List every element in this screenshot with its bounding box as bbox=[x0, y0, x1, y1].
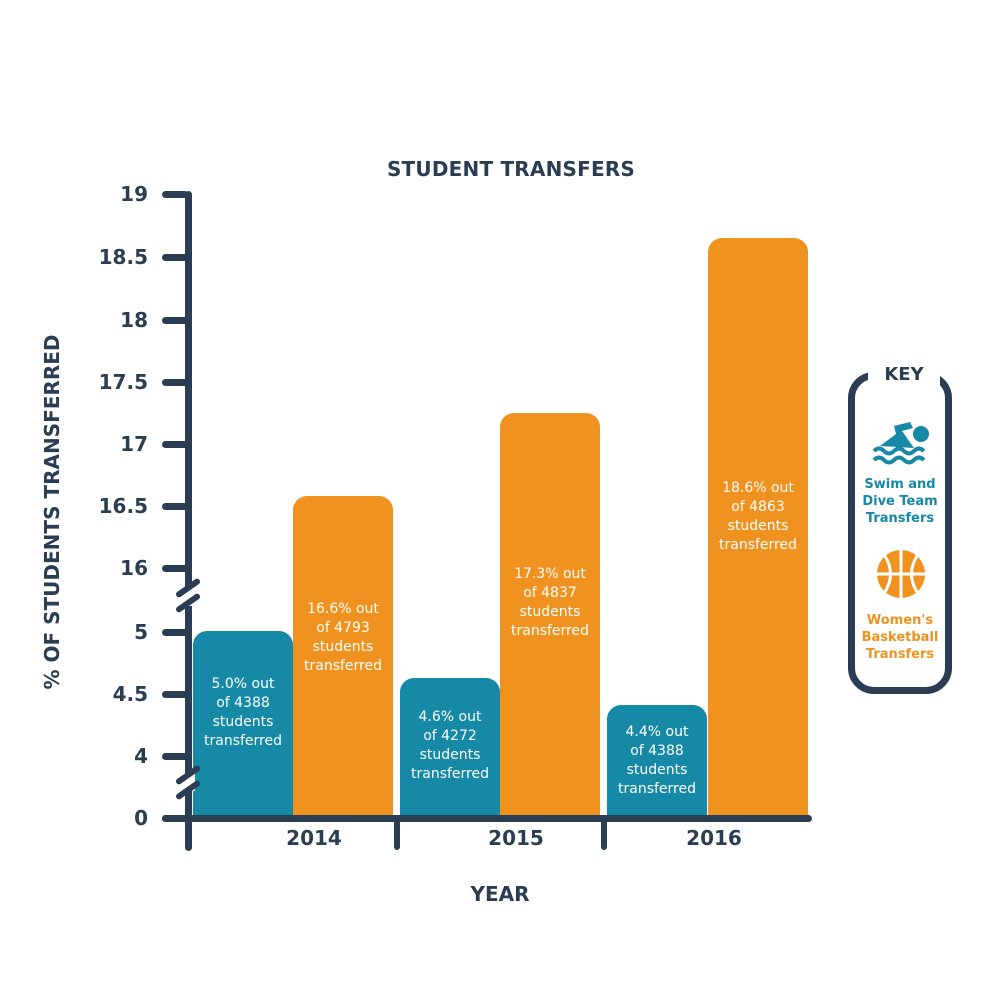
bar-label-line: transferred bbox=[511, 623, 589, 639]
x-tick-label-2016: 2016 bbox=[686, 826, 742, 850]
x-axis-label: YEAR bbox=[470, 882, 530, 906]
y-tick-label: 18 bbox=[120, 308, 148, 332]
x-axis-divider bbox=[601, 815, 607, 850]
legend-title: KEY bbox=[868, 364, 940, 385]
bar-label-line: of 4863 bbox=[731, 499, 785, 515]
bar-label-line: 4.4% out bbox=[625, 724, 689, 740]
y-tick-label: 17.5 bbox=[98, 370, 148, 394]
bar-label-line: of 4793 bbox=[316, 620, 370, 636]
bar-label-line: transferred bbox=[204, 733, 282, 749]
basketball-icon bbox=[876, 549, 926, 599]
bar-label-line: students bbox=[312, 639, 374, 655]
bar-label-line: of 4388 bbox=[630, 743, 684, 759]
y-axis-label: % OF STUDENTS TRANSFERRED bbox=[40, 334, 64, 690]
bar-label-line: 16.6% out bbox=[307, 601, 379, 617]
y-tick-label: 16 bbox=[120, 556, 148, 580]
bar-label-line: 5.0% out bbox=[211, 676, 275, 692]
swimmer-icon bbox=[872, 418, 930, 468]
bar-label-line: transferred bbox=[411, 766, 489, 782]
y-tick bbox=[162, 254, 188, 261]
y-tick-label: 18.5 bbox=[98, 245, 148, 269]
bar-label-line: students bbox=[212, 714, 274, 730]
y-tick-label: 0 bbox=[134, 806, 148, 830]
bar-label-line: students bbox=[727, 518, 789, 534]
y-tick bbox=[162, 191, 188, 198]
y-tick-label: 5 bbox=[134, 620, 148, 644]
bar-label-line: students bbox=[419, 747, 481, 763]
bar-label-line: 17.3% out bbox=[514, 566, 586, 582]
y-tick bbox=[162, 317, 188, 324]
y-tick-label: 19 bbox=[120, 182, 148, 206]
bar-label-line: students bbox=[519, 604, 581, 620]
y-tick bbox=[162, 565, 188, 572]
x-axis-line bbox=[162, 815, 812, 822]
x-tick-label-2015: 2015 bbox=[488, 826, 544, 850]
bar-label-line: transferred bbox=[719, 537, 797, 553]
y-tick bbox=[162, 629, 188, 636]
y-tick-label: 4 bbox=[134, 744, 148, 768]
bar-label-line: of 4837 bbox=[523, 585, 577, 601]
x-axis-divider bbox=[394, 815, 400, 850]
y-tick bbox=[162, 691, 188, 698]
bar-bball-2016: 18.6% out of 4863 students transferred bbox=[708, 238, 808, 818]
y-tick bbox=[162, 441, 188, 448]
bar-label-line: 4.6% out bbox=[418, 709, 482, 725]
y-tick-label: 16.5 bbox=[98, 494, 148, 518]
bar-label-line: transferred bbox=[618, 781, 696, 797]
legend-bball-label: Women's Basketball Transfers bbox=[861, 613, 939, 662]
bar-bball-2015: 17.3% out of 4837 students transferred bbox=[500, 413, 600, 818]
x-tick-label-2014: 2014 bbox=[286, 826, 342, 850]
y-tick bbox=[162, 503, 188, 510]
bar-label-line: 18.6% out bbox=[722, 480, 794, 496]
y-tick-label: 17 bbox=[120, 432, 148, 456]
y-tick-label: 4.5 bbox=[112, 682, 148, 706]
legend-swim-label: Swim and Dive Team Transfers bbox=[862, 477, 938, 526]
y-tick bbox=[162, 379, 188, 386]
bar-label-line: students bbox=[626, 762, 688, 778]
bar-swim-2015: 4.6% out of 4272 students transferred bbox=[400, 678, 500, 818]
bar-label-line: of 4272 bbox=[423, 728, 477, 744]
y-tick bbox=[162, 753, 188, 760]
bar-label-line: transferred bbox=[304, 658, 382, 674]
y-axis-line bbox=[185, 191, 192, 851]
bar-swim-2016: 4.4% out of 4388 students transferred bbox=[607, 705, 707, 818]
bar-bball-2014: 16.6% out of 4793 students transferred bbox=[293, 496, 393, 818]
bar-label-line: of 4388 bbox=[216, 695, 270, 711]
bar-swim-2014: 5.0% out of 4388 students transferred bbox=[193, 631, 293, 818]
chart-title: STUDENT TRANSFERS bbox=[386, 157, 636, 181]
